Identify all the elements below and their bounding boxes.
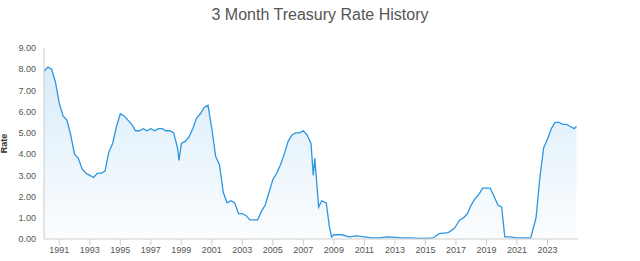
svg-text:2005: 2005 [263,245,283,255]
svg-text:1991: 1991 [49,245,69,255]
svg-text:5.00: 5.00 [18,128,36,138]
svg-text:3.00: 3.00 [18,171,36,181]
svg-text:1997: 1997 [141,245,161,255]
svg-text:2009: 2009 [324,245,344,255]
svg-text:2.00: 2.00 [18,192,36,202]
svg-text:6.00: 6.00 [18,107,36,117]
svg-text:2007: 2007 [293,245,313,255]
svg-text:2011: 2011 [355,245,374,255]
svg-text:Rate: Rate [8,134,9,154]
svg-text:0.00: 0.00 [18,234,36,244]
svg-text:9.00: 9.00 [18,43,36,53]
svg-text:2019: 2019 [476,245,496,255]
svg-text:8.00: 8.00 [18,64,36,74]
svg-text:1995: 1995 [110,245,130,255]
svg-text:4.00: 4.00 [18,149,36,159]
svg-text:2001: 2001 [202,245,222,255]
html-text:3 Month Treasury Rate History: 3 Month Treasury Rate History [211,6,429,23]
svg-text:1.00: 1.00 [18,213,36,223]
svg-text:2013: 2013 [385,245,405,255]
svg-text:2017: 2017 [446,245,466,255]
svg-text:1993: 1993 [80,245,100,255]
svg-text:7.00: 7.00 [18,86,36,96]
svg-text:2015: 2015 [415,245,435,255]
svg-text:1999: 1999 [171,245,191,255]
svg-text:2023: 2023 [537,245,557,255]
svg-text:2003: 2003 [232,245,252,255]
svg-text:2021: 2021 [507,245,527,255]
